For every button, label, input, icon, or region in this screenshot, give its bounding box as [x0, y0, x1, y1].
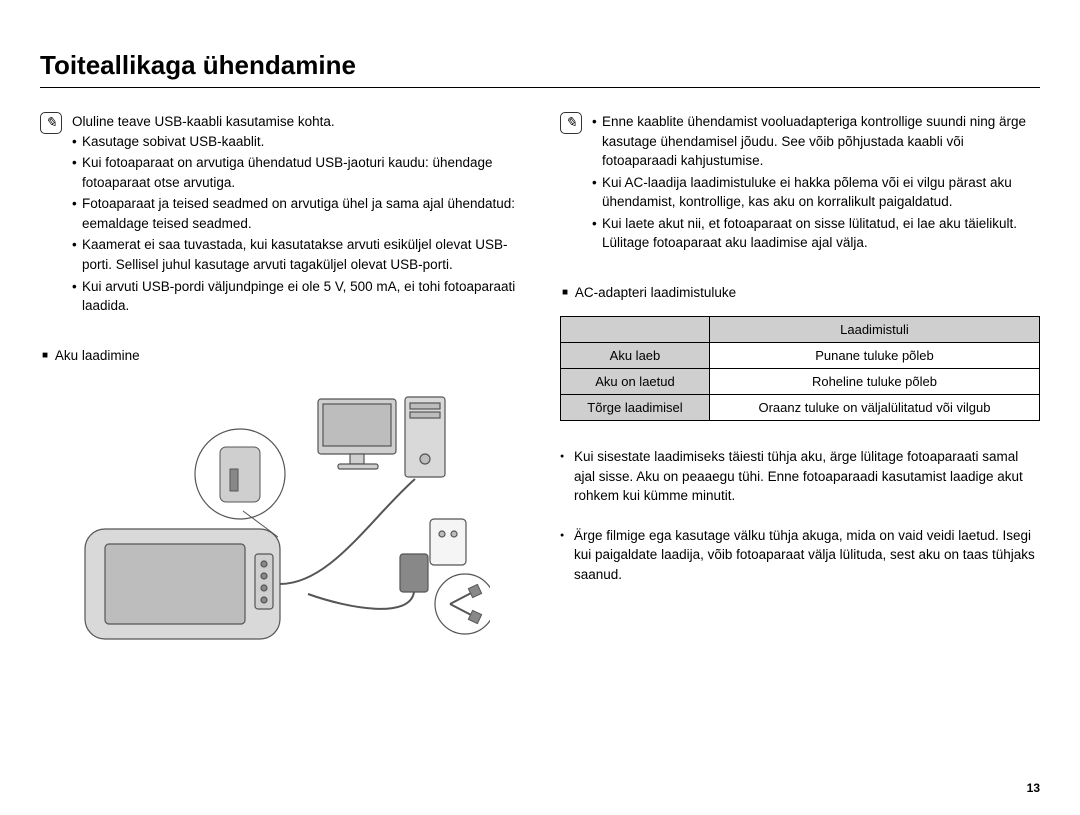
usb-note-item: Kui fotoaparaat on arvutiga ühendatud US…: [72, 153, 520, 192]
adapter-note-item: Kui AC-laadija laadimistuluke ei hakka p…: [592, 173, 1040, 212]
led-state: Aku laeb: [561, 342, 710, 368]
led-table-header: Laadimistuli: [709, 316, 1039, 342]
led-state: Tõrge laadimisel: [561, 394, 710, 420]
led-section-label: AC-adapteri laadimistuluke: [562, 285, 1040, 300]
charging-section-label: Aku laadimine: [42, 348, 520, 363]
right-column: ✎ Enne kaablite ühendamist vooluadapteri…: [560, 112, 1040, 664]
page-title: Toiteallikaga ühendamine: [40, 50, 1040, 88]
adapter-note-text: Enne kaablite ühendamist vooluadapteriga…: [592, 112, 1040, 255]
led-value: Oraanz tuluke on väljalülitatud või vilg…: [709, 394, 1039, 420]
note-icon: ✎: [40, 112, 62, 134]
led-table-header-empty: [561, 316, 710, 342]
table-row: Aku on laetud Roheline tuluke põleb: [561, 368, 1040, 394]
usb-note-item: Fotoaparaat ja teised seadmed on arvutig…: [72, 194, 520, 233]
table-row: Tõrge laadimisel Oraanz tuluke on väljal…: [561, 394, 1040, 420]
body-bullet-item: Kui sisestate laadimiseks täiesti tühja …: [560, 447, 1040, 506]
usb-note-item: Kasutage sobivat USB-kaablit.: [72, 132, 520, 152]
usb-note-item: Kui arvuti USB-pordi väljundpinge ei ole…: [72, 277, 520, 316]
body-bullets: Kui sisestate laadimiseks täiesti tühja …: [560, 447, 1040, 584]
page-number: 13: [1027, 781, 1040, 795]
usb-note-block: ✎ Oluline teave USB-kaabli kasutamise ko…: [40, 112, 520, 318]
led-state: Aku on laetud: [561, 368, 710, 394]
body-bullet-item: Ärge filmige ega kasutage välku tühja ak…: [560, 526, 1040, 585]
note-icon: ✎: [560, 112, 582, 134]
led-value: Roheline tuluke põleb: [709, 368, 1039, 394]
table-row: Aku laeb Punane tuluke põleb: [561, 342, 1040, 368]
usb-note-item: Kaamerat ei saa tuvastada, kui kasutatak…: [72, 235, 520, 274]
led-table: Laadimistuli Aku laeb Punane tuluke põle…: [560, 316, 1040, 421]
adapter-note-item: Enne kaablite ühendamist vooluadapteriga…: [592, 112, 1040, 171]
usb-note-text: Oluline teave USB-kaabli kasutamise koht…: [72, 112, 520, 318]
adapter-note-item: Kui laete akut nii, et fotoaparaat on si…: [592, 214, 1040, 253]
adapter-note-block: ✎ Enne kaablite ühendamist vooluadapteri…: [560, 112, 1040, 255]
connection-diagram: [40, 379, 520, 664]
left-column: ✎ Oluline teave USB-kaabli kasutamise ko…: [40, 112, 520, 664]
usb-note-intro: Oluline teave USB-kaabli kasutamise koht…: [72, 112, 520, 132]
led-value: Punane tuluke põleb: [709, 342, 1039, 368]
